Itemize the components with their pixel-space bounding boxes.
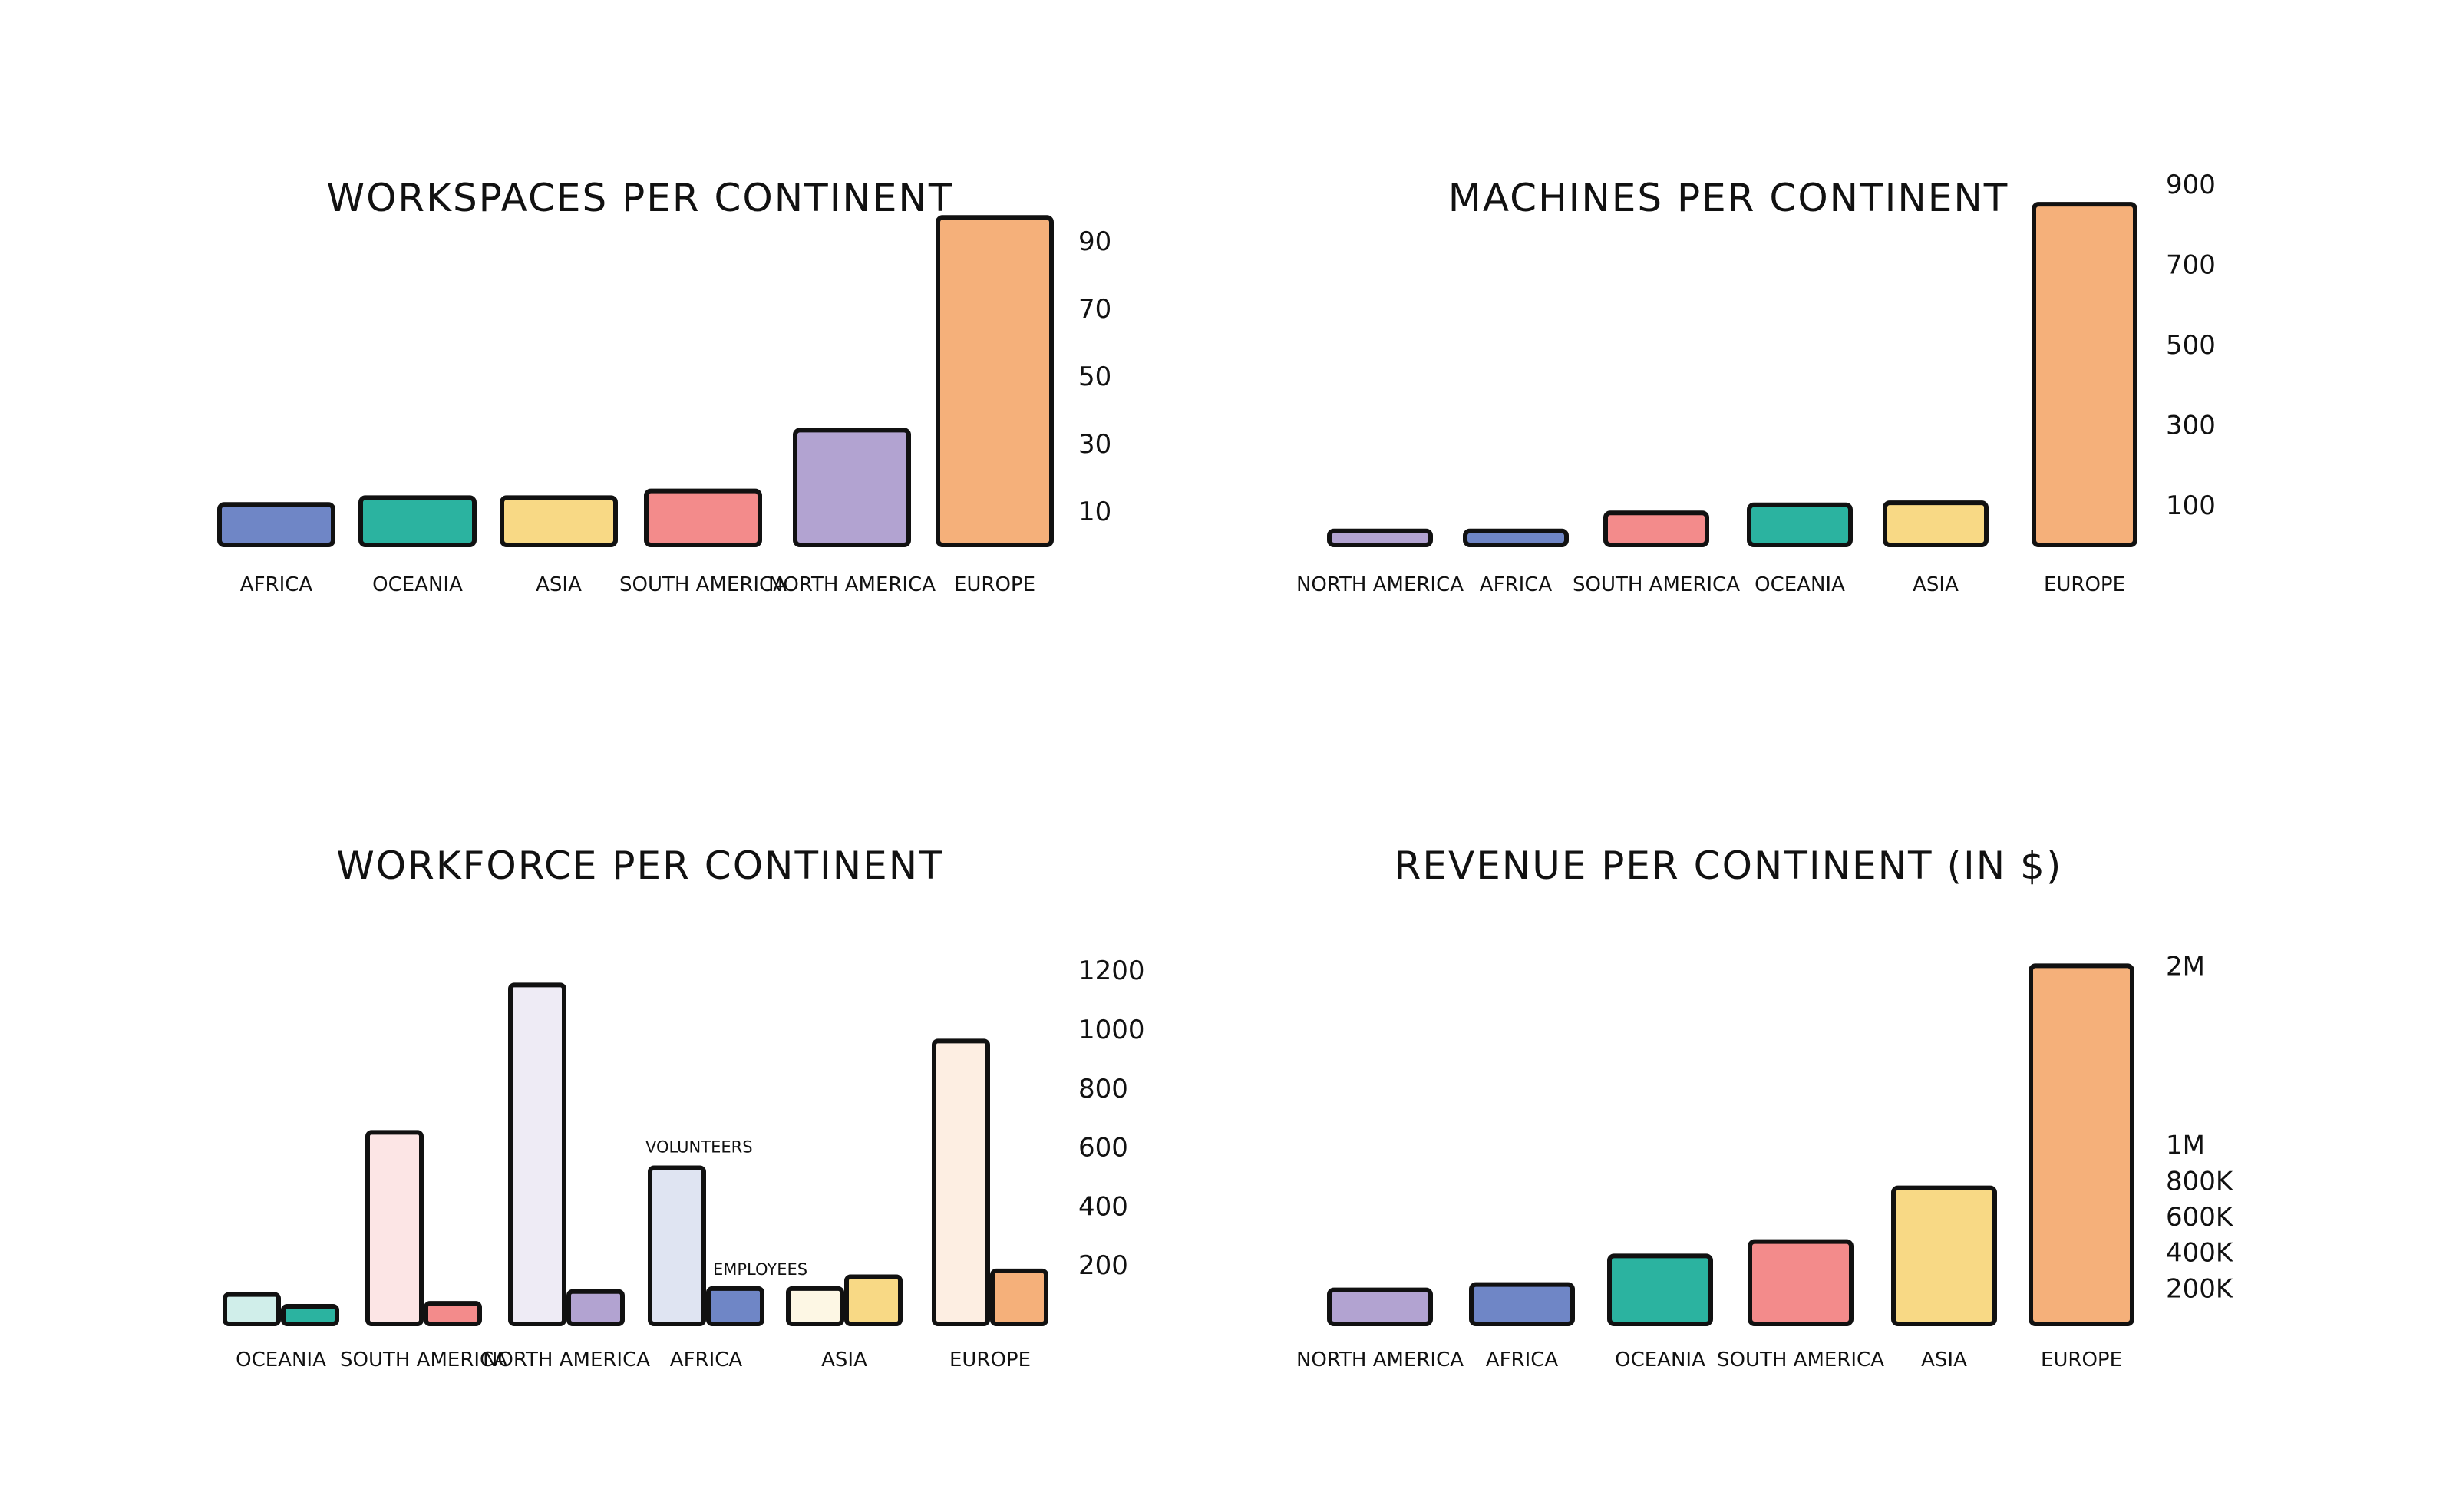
bar: [936, 215, 1054, 547]
category-label: AFRICA: [1480, 573, 1553, 596]
category-label: OCEANIA: [372, 573, 463, 596]
category-label: SOUTH AMERICA: [619, 573, 787, 596]
bar: [1327, 1287, 1433, 1326]
y-tick-label: 1000: [1078, 1015, 1145, 1045]
y-tick-label: 70: [1078, 294, 1111, 325]
bar-volunteers: [932, 1038, 990, 1326]
chart-workforce: WORKFORCE PER CONTINENT 200 400 600 800 1000…: [223, 843, 1145, 1372]
chart-revenue: REVENUE PER CONTINENT (IN $) 200K 400K 600…: [1296, 843, 2234, 1372]
category-label: NORTH AMERICA: [1296, 1349, 1464, 1372]
series-label-volunteers: VOLUNTEERS: [645, 1137, 753, 1156]
y-tick-label: 400K: [2166, 1238, 2234, 1269]
category-label: OCEANIA: [1615, 1349, 1705, 1372]
category-label: EUROPE: [954, 573, 1035, 596]
category-label: ASIA: [821, 1349, 867, 1372]
category-label: ASIA: [536, 573, 582, 596]
bar-employees: [706, 1286, 764, 1327]
y-tick-label: 1M: [2166, 1131, 2205, 1161]
category-label: AFRICA: [670, 1349, 743, 1372]
y-tick-label: 200K: [2166, 1273, 2234, 1304]
bar: [1469, 1282, 1575, 1326]
chart-title: WORKFORCE PER CONTINENT: [336, 843, 943, 888]
bar: [1747, 502, 1853, 547]
series-label-employees: EMPLOYEES: [713, 1260, 807, 1279]
bar: [2032, 202, 2137, 547]
category-label: OCEANIA: [236, 1349, 326, 1372]
category-label: EUROPE: [2044, 573, 2125, 596]
bar: [1603, 510, 1709, 548]
bar-volunteers: [786, 1286, 844, 1327]
bar: [1327, 528, 1433, 548]
category-label: NORTH AMERICA: [483, 1349, 650, 1372]
y-tick-label: 500: [2166, 330, 2216, 361]
bar: [358, 495, 477, 548]
y-tick-label: 800K: [2166, 1166, 2234, 1197]
bar-employees: [424, 1301, 482, 1326]
bar-employees: [844, 1274, 903, 1327]
y-tick-label: 900: [2166, 170, 2216, 200]
y-tick-label: 600: [1078, 1133, 1128, 1164]
y-tick-label: 90: [1078, 226, 1111, 257]
bar: [1891, 1185, 1997, 1326]
bar-volunteers: [223, 1292, 281, 1326]
y-tick-label: 1200: [1078, 956, 1145, 986]
category-label: SOUTH AMERICA: [1717, 1349, 1884, 1372]
category-label: ASIA: [1913, 573, 1959, 596]
y-tick-label: 300: [2166, 410, 2216, 441]
chart-title: MACHINES PER CONTINENT: [1448, 176, 2009, 220]
chart-title: REVENUE PER CONTINENT (IN $): [1395, 843, 2063, 888]
bar: [1883, 500, 1989, 548]
bar-volunteers: [648, 1165, 706, 1326]
bar-employees: [990, 1268, 1048, 1327]
y-tick-label: 2M: [2166, 951, 2205, 982]
category-label: ASIA: [1921, 1349, 1967, 1372]
bar: [1463, 528, 1569, 548]
bar: [1607, 1253, 1713, 1327]
category-label: AFRICA: [1486, 1349, 1559, 1372]
category-label: SOUTH AMERICA: [1573, 573, 1740, 596]
y-tick-label: 800: [1078, 1074, 1128, 1104]
y-tick-label: 600K: [2166, 1202, 2234, 1233]
y-tick-label: 100: [2166, 490, 2216, 521]
category-label: EUROPE: [949, 1349, 1031, 1372]
bar-employees: [281, 1303, 339, 1326]
bar: [2029, 963, 2134, 1327]
category-label: NORTH AMERICA: [768, 573, 936, 596]
bar: [793, 428, 911, 548]
y-tick-label: 30: [1078, 429, 1111, 460]
y-tick-label: 400: [1078, 1191, 1128, 1222]
bar: [217, 502, 335, 548]
chart-title: WORKSPACES PER CONTINENT: [327, 176, 954, 220]
chart-workspaces: WORKSPACES PER CONTINENT 10 30 50 70 90 AFRIC…: [217, 176, 1111, 596]
bar-volunteers: [365, 1130, 424, 1327]
y-tick-label: 200: [1078, 1250, 1128, 1281]
category-label: EUROPE: [2041, 1349, 2122, 1372]
category-label: AFRICA: [240, 573, 313, 596]
bar-volunteers: [508, 982, 566, 1327]
y-tick-label: 50: [1078, 361, 1111, 392]
bar-employees: [566, 1289, 625, 1327]
category-label: SOUTH AMERICA: [340, 1349, 507, 1372]
chart-machines: MACHINES PER CONTINENT 100 300 500 700 900 NO…: [1296, 170, 2216, 596]
y-tick-label: 700: [2166, 249, 2216, 280]
category-label: OCEANIA: [1755, 573, 1845, 596]
bar: [644, 488, 762, 547]
y-tick-label: 10: [1078, 497, 1111, 527]
bar: [500, 495, 618, 548]
category-label: NORTH AMERICA: [1296, 573, 1464, 596]
bar: [1748, 1239, 1854, 1326]
